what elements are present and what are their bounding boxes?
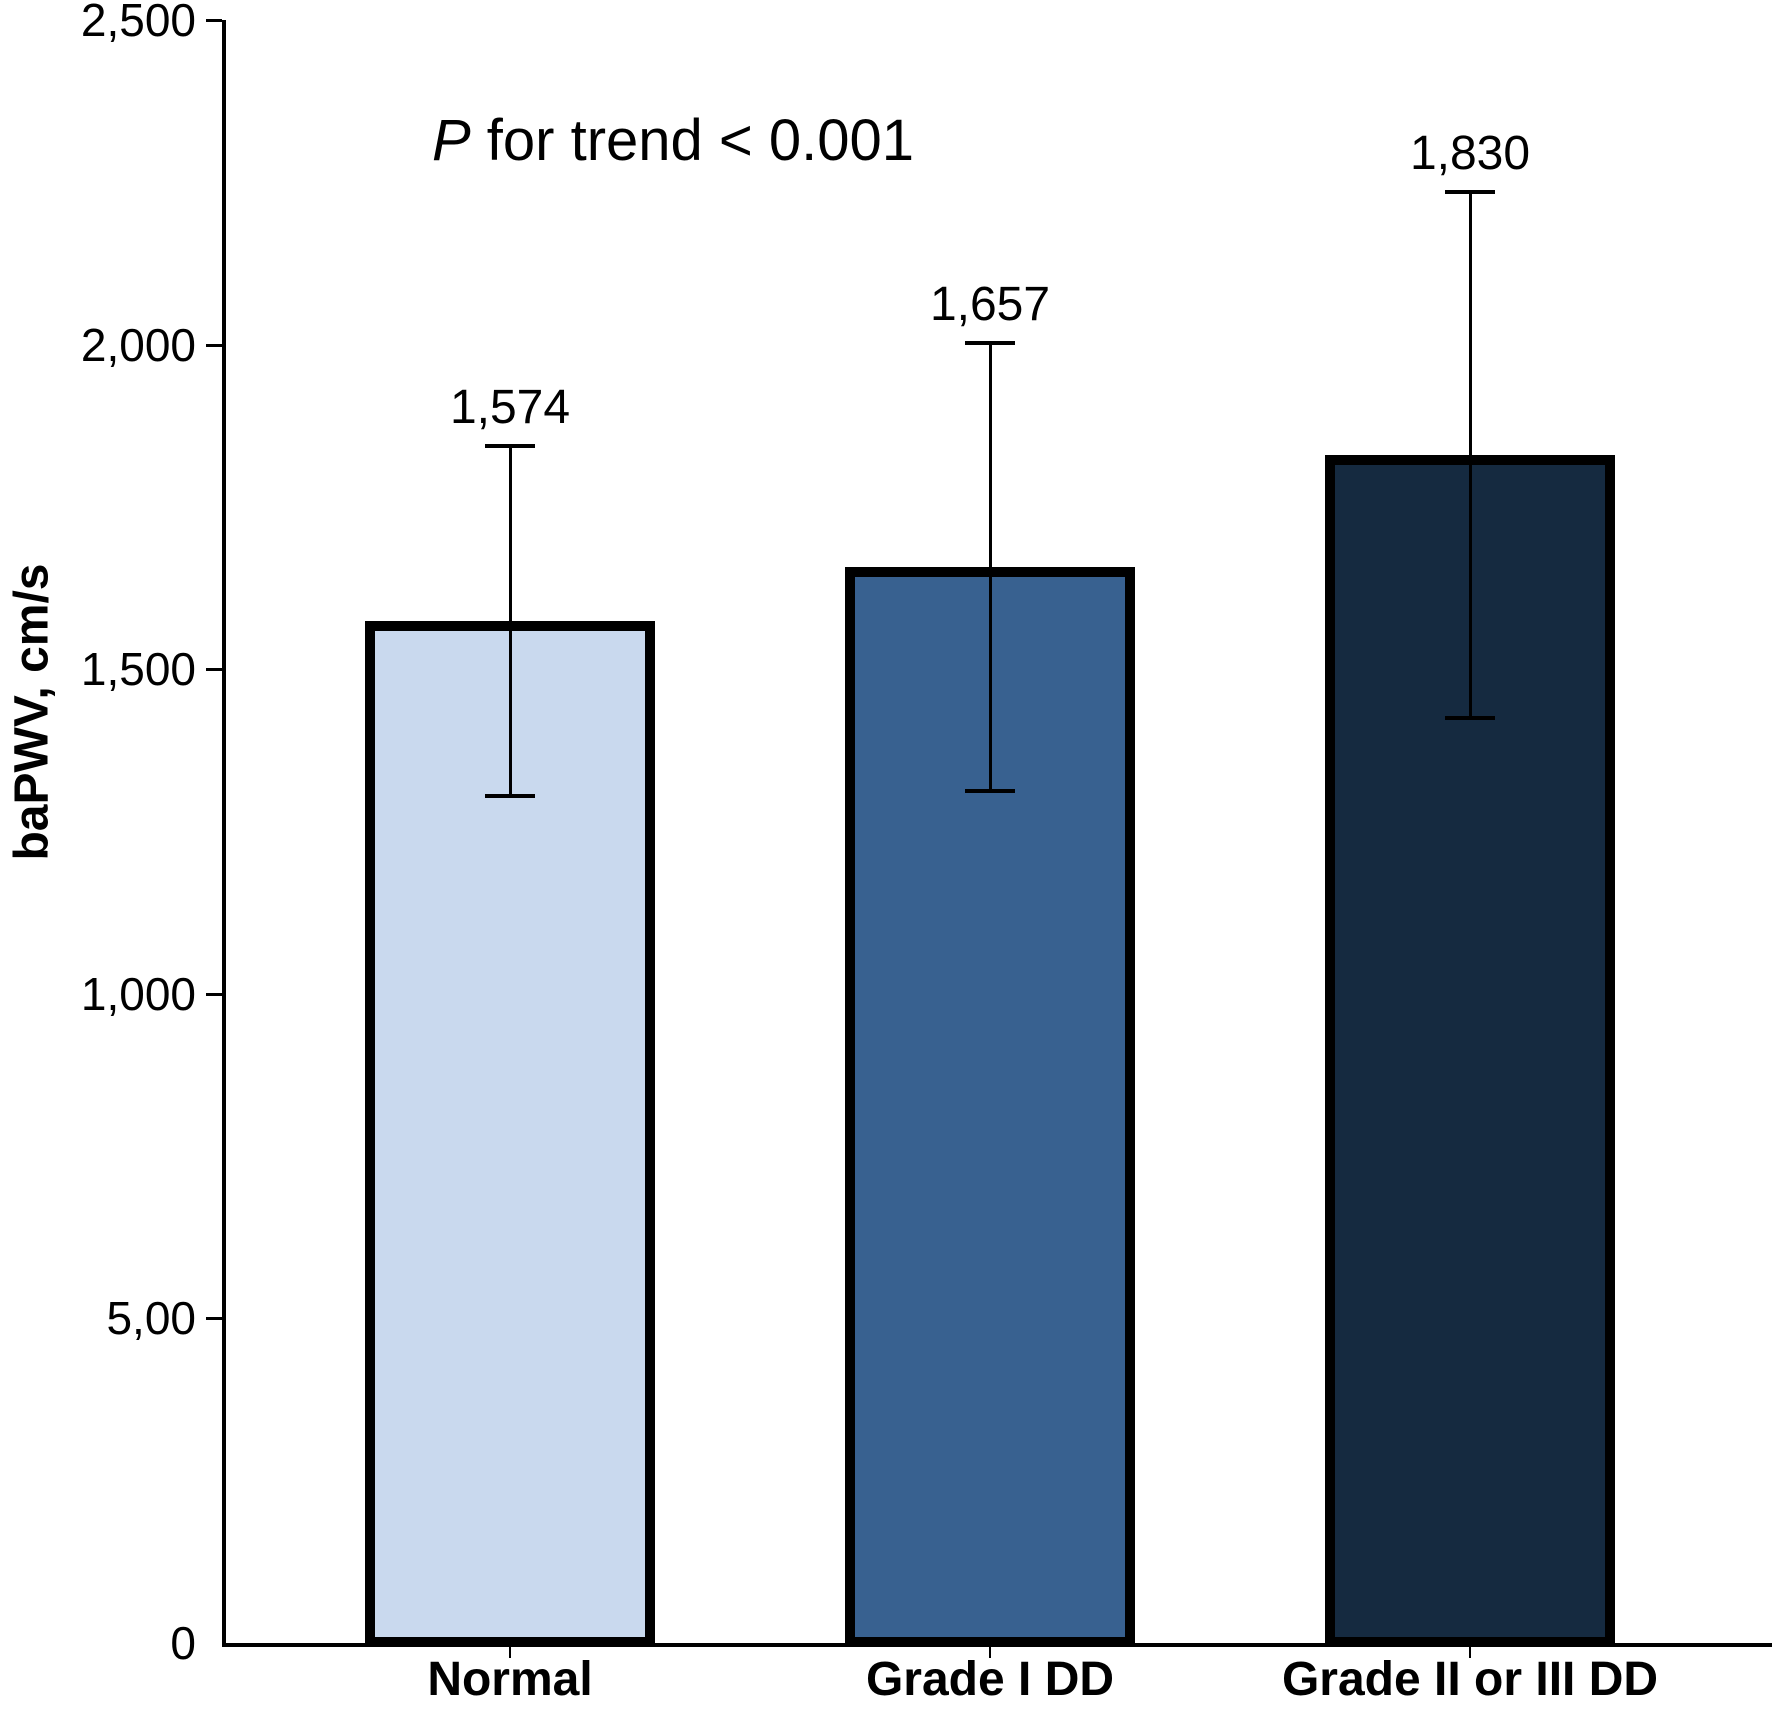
category-label-grade-i-dd: Grade I DD [865, 1653, 1115, 1706]
y-tick-label: 2,500 [80, 0, 196, 46]
error-bar-cap-top-grade-i-dd [965, 341, 1015, 346]
y-tick-label: 5,00 [106, 1292, 196, 1345]
error-bar-cap-top-normal [485, 443, 535, 448]
category-label-normal: Normal [427, 1653, 593, 1706]
x-tick-mark-grade-i-dd [989, 1647, 991, 1658]
p-for-trend-annotation: P for trend < 0.001 [432, 112, 914, 170]
error-bar-line-normal [508, 445, 512, 797]
y-tick-mark [206, 1317, 222, 1321]
y-axis-line [222, 20, 226, 1647]
y-tick-mark [206, 19, 222, 22]
annotation-text: for trend < 0.001 [470, 108, 915, 173]
y-tick-label: 1,500 [80, 643, 196, 696]
y-tick-mark [206, 343, 222, 347]
value-label-normal: 1,574 [449, 380, 571, 434]
error-bar-line-grade-i-dd [988, 343, 992, 792]
y-tick-label: 1,000 [80, 967, 196, 1020]
x-tick-mark-normal [509, 1647, 511, 1658]
y-tick-mark [206, 668, 222, 672]
category-label-grade-ii-or-iii-dd: Grade II or III DD [1281, 1653, 1659, 1706]
error-bar-cap-bottom-grade-ii-or-iii-dd [1445, 715, 1495, 720]
error-bar-cap-bottom-grade-i-dd [965, 789, 1015, 794]
error-bar-cap-top-grade-ii-or-iii-dd [1445, 190, 1495, 195]
x-tick-mark-grade-ii-or-iii-dd [1469, 1647, 1471, 1658]
value-label-grade-ii-or-iii-dd: 1,830 [1409, 127, 1531, 181]
error-bar-line-grade-ii-or-iii-dd [1468, 192, 1472, 718]
y-tick-mark [206, 992, 222, 996]
y-tick-label: 2,000 [80, 318, 196, 371]
error-bar-cap-bottom-normal [485, 794, 535, 799]
bar-grade-i-dd [845, 567, 1135, 1647]
y-tick-label: 0 [170, 1617, 196, 1669]
bar-normal [365, 621, 655, 1647]
value-label-grade-i-dd: 1,657 [929, 278, 1051, 332]
annotation-italic-p: P [432, 108, 471, 173]
